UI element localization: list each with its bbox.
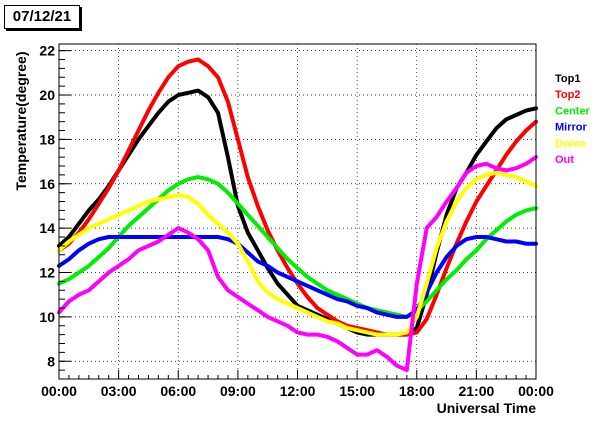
y-axis-ticks: 8 10 12 14 16 18 20 22: [39, 43, 71, 380]
series-group: [57, 57, 538, 373]
y-tick-label: 10: [39, 309, 55, 325]
x-tick-label: 03:00: [101, 383, 137, 399]
legend-entry-mirror: Mirror: [555, 122, 588, 134]
x-tick-label: 00:00: [41, 383, 77, 399]
series-line-dome: [57, 170, 538, 337]
y-axis-label: Temperature(degree): [13, 51, 29, 190]
legend-entry-top1: Top1: [555, 73, 580, 85]
y-tick-label: 12: [39, 265, 55, 281]
x-tick-label: 21:00: [458, 383, 494, 399]
y-tick-label: 8: [47, 353, 55, 369]
x-axis-label: Universal Time: [437, 400, 537, 416]
legend-entry-top2: Top2: [555, 89, 580, 101]
legend-entry-center: Center: [555, 105, 591, 117]
legend: Top1 Top2 Center Mirror Dome Out: [555, 73, 591, 166]
series-line-center: [57, 175, 538, 319]
series-line-out: [57, 155, 538, 373]
x-tick-label: 09:00: [220, 383, 256, 399]
series-line-mirror: [57, 235, 538, 319]
y-tick-label: 22: [39, 43, 55, 59]
legend-entry-dome: Dome: [555, 138, 586, 150]
y-tick-label: 14: [39, 220, 55, 236]
y-tick-label: 18: [39, 131, 55, 147]
x-tick-label: 06:00: [160, 383, 196, 399]
x-axis-ticks: 00:00 03:00 06:00 09:00 12:00 15:00 18:00 21:00…: [41, 370, 554, 399]
y-tick-label: 20: [39, 87, 55, 103]
x-tick-label: 15:00: [339, 383, 375, 399]
x-tick-label: 12:00: [280, 383, 316, 399]
y-tick-label: 16: [39, 176, 55, 192]
x-tick-label: 00:00: [518, 383, 554, 399]
chart-title: 07/12/21: [4, 5, 80, 29]
x-tick-label: 18:00: [399, 383, 435, 399]
legend-entry-out: Out: [555, 154, 574, 166]
